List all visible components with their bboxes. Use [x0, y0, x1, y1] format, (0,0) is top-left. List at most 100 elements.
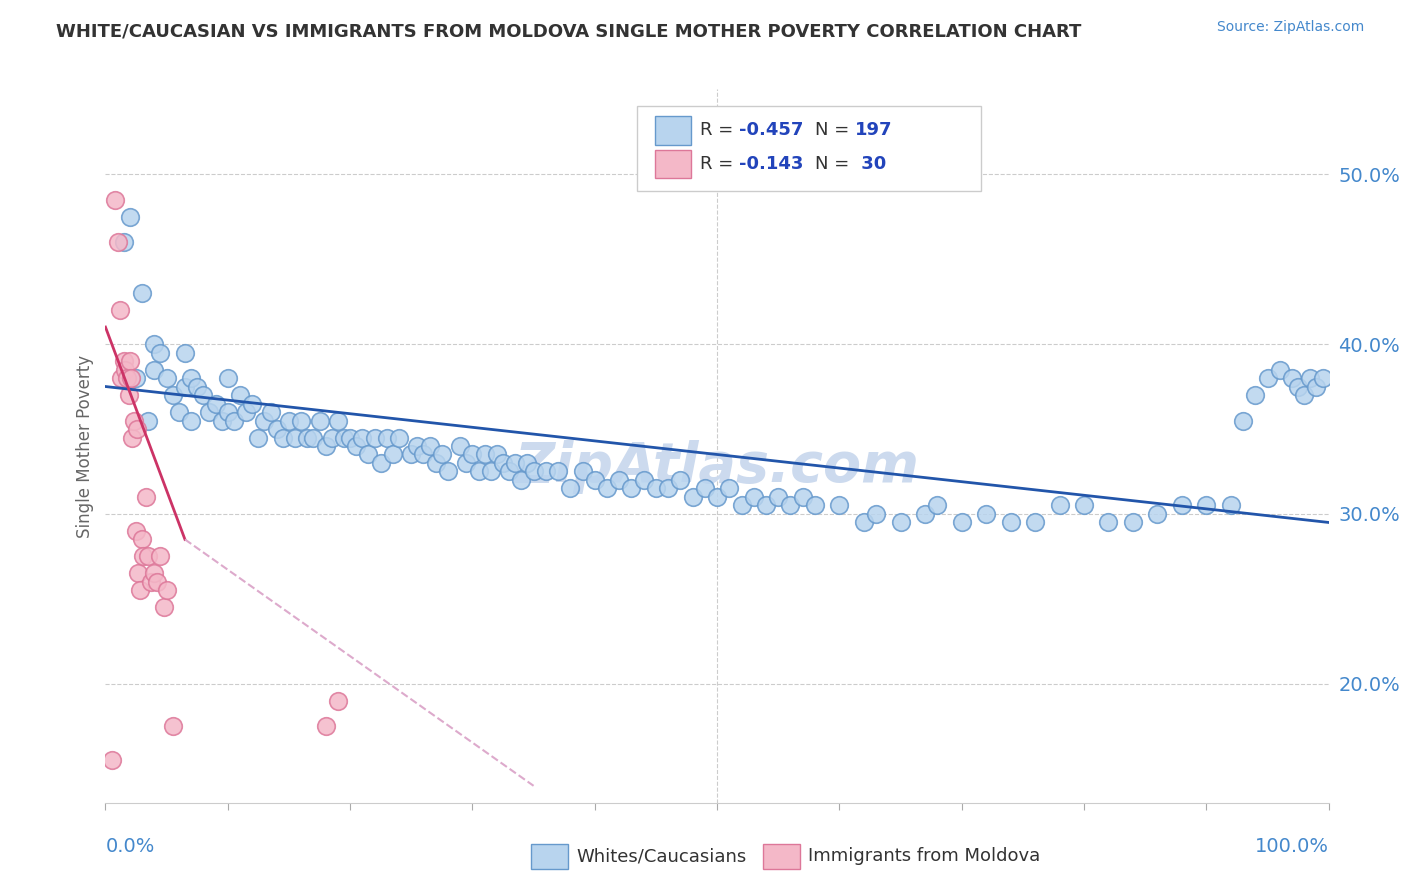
- Point: [1299, 371, 1322, 385]
- Point: [222, 413, 245, 427]
- Point: [326, 694, 349, 708]
- Point: [297, 430, 319, 444]
- Point: [315, 439, 337, 453]
- Text: Immigrants from Moldova: Immigrants from Moldova: [808, 847, 1040, 865]
- Point: [240, 396, 263, 410]
- Point: [718, 482, 741, 496]
- Point: [235, 405, 257, 419]
- Point: [1122, 516, 1144, 530]
- Point: [100, 753, 122, 767]
- Point: [503, 456, 526, 470]
- Point: [162, 388, 184, 402]
- Point: [114, 362, 136, 376]
- Text: 100.0%: 100.0%: [1254, 837, 1329, 855]
- Point: [865, 507, 887, 521]
- Point: [211, 413, 233, 427]
- Point: [425, 456, 447, 470]
- Point: [149, 345, 172, 359]
- Point: [828, 499, 851, 513]
- Point: [461, 448, 484, 462]
- Point: [125, 524, 148, 538]
- Point: [1294, 388, 1316, 402]
- Point: [534, 465, 557, 479]
- Point: [127, 566, 149, 581]
- Point: [1232, 413, 1254, 427]
- Point: [271, 430, 294, 444]
- Point: [693, 482, 716, 496]
- Point: [357, 448, 380, 462]
- Point: [118, 354, 141, 368]
- Point: [1146, 507, 1168, 521]
- Point: [399, 448, 422, 462]
- Point: [112, 354, 135, 368]
- Point: [950, 516, 973, 530]
- Point: [321, 430, 343, 444]
- Point: [112, 235, 135, 249]
- Point: [492, 456, 515, 470]
- Point: [498, 465, 520, 479]
- Point: [118, 388, 141, 402]
- Text: 30: 30: [855, 155, 886, 173]
- Point: [620, 482, 643, 496]
- Point: [125, 371, 148, 385]
- Point: [437, 465, 460, 479]
- Point: [1073, 499, 1095, 513]
- Point: [1281, 371, 1303, 385]
- Point: [412, 448, 434, 462]
- Point: [344, 439, 367, 453]
- Point: [388, 430, 411, 444]
- Point: [914, 507, 936, 521]
- Point: [669, 473, 692, 487]
- Point: [547, 465, 569, 479]
- Point: [127, 422, 149, 436]
- Y-axis label: Single Mother Poverty: Single Mother Poverty: [76, 354, 94, 538]
- Text: -0.143: -0.143: [740, 155, 804, 173]
- Point: [308, 413, 330, 427]
- Point: [120, 371, 142, 385]
- Point: [430, 448, 453, 462]
- Point: [128, 583, 150, 598]
- Point: [1286, 379, 1309, 393]
- Point: [180, 371, 202, 385]
- Point: [852, 516, 875, 530]
- Text: Source: ZipAtlas.com: Source: ZipAtlas.com: [1216, 20, 1364, 34]
- Point: [560, 482, 582, 496]
- Point: [143, 566, 166, 581]
- Point: [143, 337, 166, 351]
- Point: [108, 303, 131, 318]
- Point: [117, 371, 139, 385]
- Point: [571, 465, 593, 479]
- Point: [217, 371, 239, 385]
- Point: [1097, 516, 1119, 530]
- Point: [607, 473, 630, 487]
- Point: [146, 574, 169, 589]
- Point: [1000, 516, 1022, 530]
- Point: [278, 413, 301, 427]
- Point: [333, 430, 356, 444]
- Text: ZipAtlas.com: ZipAtlas.com: [515, 441, 920, 494]
- Point: [1244, 388, 1267, 402]
- Point: [644, 482, 668, 496]
- Point: [167, 405, 190, 419]
- Point: [1024, 516, 1046, 530]
- Point: [1219, 499, 1241, 513]
- Point: [889, 516, 911, 530]
- Point: [633, 473, 655, 487]
- Point: [132, 549, 155, 564]
- Text: -0.457: -0.457: [740, 121, 804, 139]
- Point: [180, 413, 202, 427]
- Point: [155, 583, 177, 598]
- Point: [419, 439, 441, 453]
- Point: [370, 456, 392, 470]
- Point: [315, 719, 337, 733]
- Point: [143, 362, 166, 376]
- Text: N =: N =: [815, 121, 855, 139]
- Point: [596, 482, 619, 496]
- Point: [229, 388, 252, 402]
- Text: 0.0%: 0.0%: [105, 837, 155, 855]
- Point: [290, 413, 312, 427]
- Point: [1268, 362, 1291, 376]
- Point: [217, 405, 239, 419]
- Point: [174, 345, 197, 359]
- Point: [352, 430, 374, 444]
